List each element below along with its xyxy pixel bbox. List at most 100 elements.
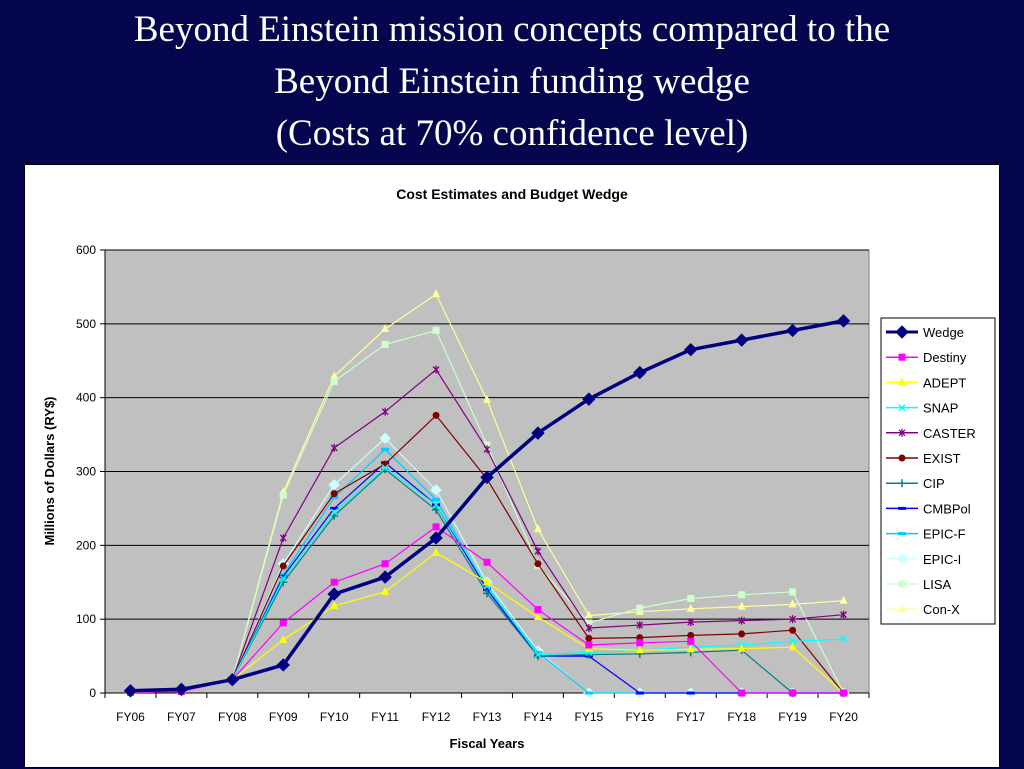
legend-marker-lisa [898, 580, 906, 588]
data-point-adept [737, 643, 746, 652]
x-tick-label-fy10: FY10 [320, 710, 349, 724]
y-tick-label: 0 [89, 686, 96, 700]
series-caster [127, 365, 847, 697]
x-tick-label-fy16: FY16 [625, 710, 654, 724]
data-point-con-x [483, 394, 491, 403]
data-point-caster [279, 533, 287, 542]
legend-marker-wedge [895, 325, 909, 339]
y-tick-label: 300 [76, 465, 96, 479]
data-point-epic-f [381, 447, 390, 451]
data-point-caster [840, 610, 847, 619]
legend-item-destiny: Destiny [886, 350, 967, 365]
legend-label-wedge: Wedge [923, 325, 964, 340]
data-point-adept [432, 547, 441, 556]
data-point-lisa [636, 604, 644, 612]
legend-item-epic-i: EPIC-I [886, 552, 961, 567]
data-point-lisa [330, 377, 338, 385]
data-point-exist [789, 626, 797, 634]
legend-label-destiny: Destiny [923, 350, 967, 365]
data-point-con-x [584, 610, 593, 619]
data-point-caster [687, 618, 695, 627]
data-point-caster [534, 547, 542, 556]
data-point-caster [381, 407, 389, 416]
chart-area: Cost Estimates and Budget Wedge 0 100 200 3… [24, 164, 1000, 768]
data-point-destiny [279, 619, 287, 627]
data-point-con-x [330, 371, 339, 380]
data-point-lisa [585, 619, 593, 627]
data-point-epic-i [328, 479, 340, 491]
legend-label-adept: ADEPT [923, 375, 966, 390]
data-point-adept [330, 600, 339, 609]
legend-label-cmbpol: CMBPol [923, 501, 971, 516]
legend-label-cip: CIP [923, 476, 945, 491]
data-point-wedge [734, 333, 749, 347]
x-axis-label: Fiscal Years [450, 736, 525, 751]
data-point-snap [789, 637, 797, 645]
legend-label-epic-f: EPIC-F [923, 527, 966, 542]
data-point-exist [738, 630, 746, 638]
data-point-wedge [225, 673, 240, 687]
slide-title-line-3: (Costs at 70% confidence level) [275, 113, 749, 154]
data-point-snap [432, 501, 440, 509]
data-point-exist [381, 460, 389, 468]
data-point-cmbpol [330, 506, 339, 510]
data-point-epic-i [379, 432, 391, 444]
legend-marker-con-x [898, 604, 906, 613]
data-point-cip [483, 589, 491, 598]
data-point-exist [330, 490, 338, 498]
data-point-destiny [840, 689, 848, 697]
legend-marker-epic-f [898, 532, 906, 536]
legend-label-caster: CASTER [923, 426, 976, 441]
legend-marker-caster [898, 428, 906, 437]
legend-marker-adept [898, 377, 906, 386]
data-point-caster [738, 616, 746, 625]
legend-item-con-x: Con-X [886, 602, 960, 617]
data-point-con-x [839, 595, 848, 604]
data-point-destiny [432, 523, 440, 531]
data-point-cmbpol [686, 691, 695, 695]
data-point-wedge [123, 684, 138, 698]
legend-item-adept: ADEPT [886, 375, 966, 390]
series-group [123, 289, 851, 699]
legend-item-cip: CIP [886, 476, 945, 491]
legend-item-cmbpol: CMBPol [886, 501, 971, 516]
x-tick-label-fy07: FY07 [167, 710, 196, 724]
data-point-lisa [738, 591, 746, 599]
data-point-lisa [279, 491, 287, 499]
legend-marker-epic-i [896, 553, 908, 565]
data-point-caster [789, 615, 797, 624]
data-point-destiny [534, 606, 542, 614]
data-point-destiny [381, 560, 389, 568]
legend-marker-cmbpol [898, 506, 906, 510]
legend-marker-destiny [898, 353, 906, 361]
legend-label-lisa: LISA [923, 577, 952, 592]
data-point-adept [686, 644, 695, 653]
data-point-destiny [483, 558, 491, 566]
data-point-snap [330, 508, 338, 516]
slide-title-line-2: Beyond Einstein funding wedge [274, 61, 750, 102]
data-point-wedge [582, 392, 596, 406]
data-point-destiny [687, 637, 695, 645]
legend: Wedge Destiny ADEPT SNAP CASTER EXIST CIP CMBPo… [880, 317, 996, 625]
data-point-cmbpol [279, 574, 288, 578]
data-point-caster [432, 365, 440, 374]
data-point-epic-f [432, 498, 441, 502]
x-tick-label-fy11: FY11 [371, 710, 399, 724]
data-point-adept [533, 611, 542, 620]
data-point-epic-f [330, 495, 339, 499]
data-point-adept [483, 577, 491, 586]
data-point-destiny [789, 689, 797, 697]
data-point-destiny [738, 689, 746, 697]
data-point-epic-i [430, 484, 442, 496]
y-tick-label: 100 [76, 612, 96, 626]
x-tick-label-fy09: FY09 [269, 710, 298, 724]
data-point-wedge [633, 365, 647, 380]
x-tick-label-fy20: FY20 [829, 710, 858, 724]
data-point-con-x [533, 524, 542, 533]
data-point-exist [279, 562, 287, 570]
y-tick-label: 400 [76, 391, 96, 405]
legend-item-lisa: LISA [886, 577, 952, 592]
data-point-wedge [429, 531, 443, 545]
x-tick-label-fy12: FY12 [422, 710, 451, 724]
legend-item-epic-f: EPIC-F [886, 527, 966, 542]
